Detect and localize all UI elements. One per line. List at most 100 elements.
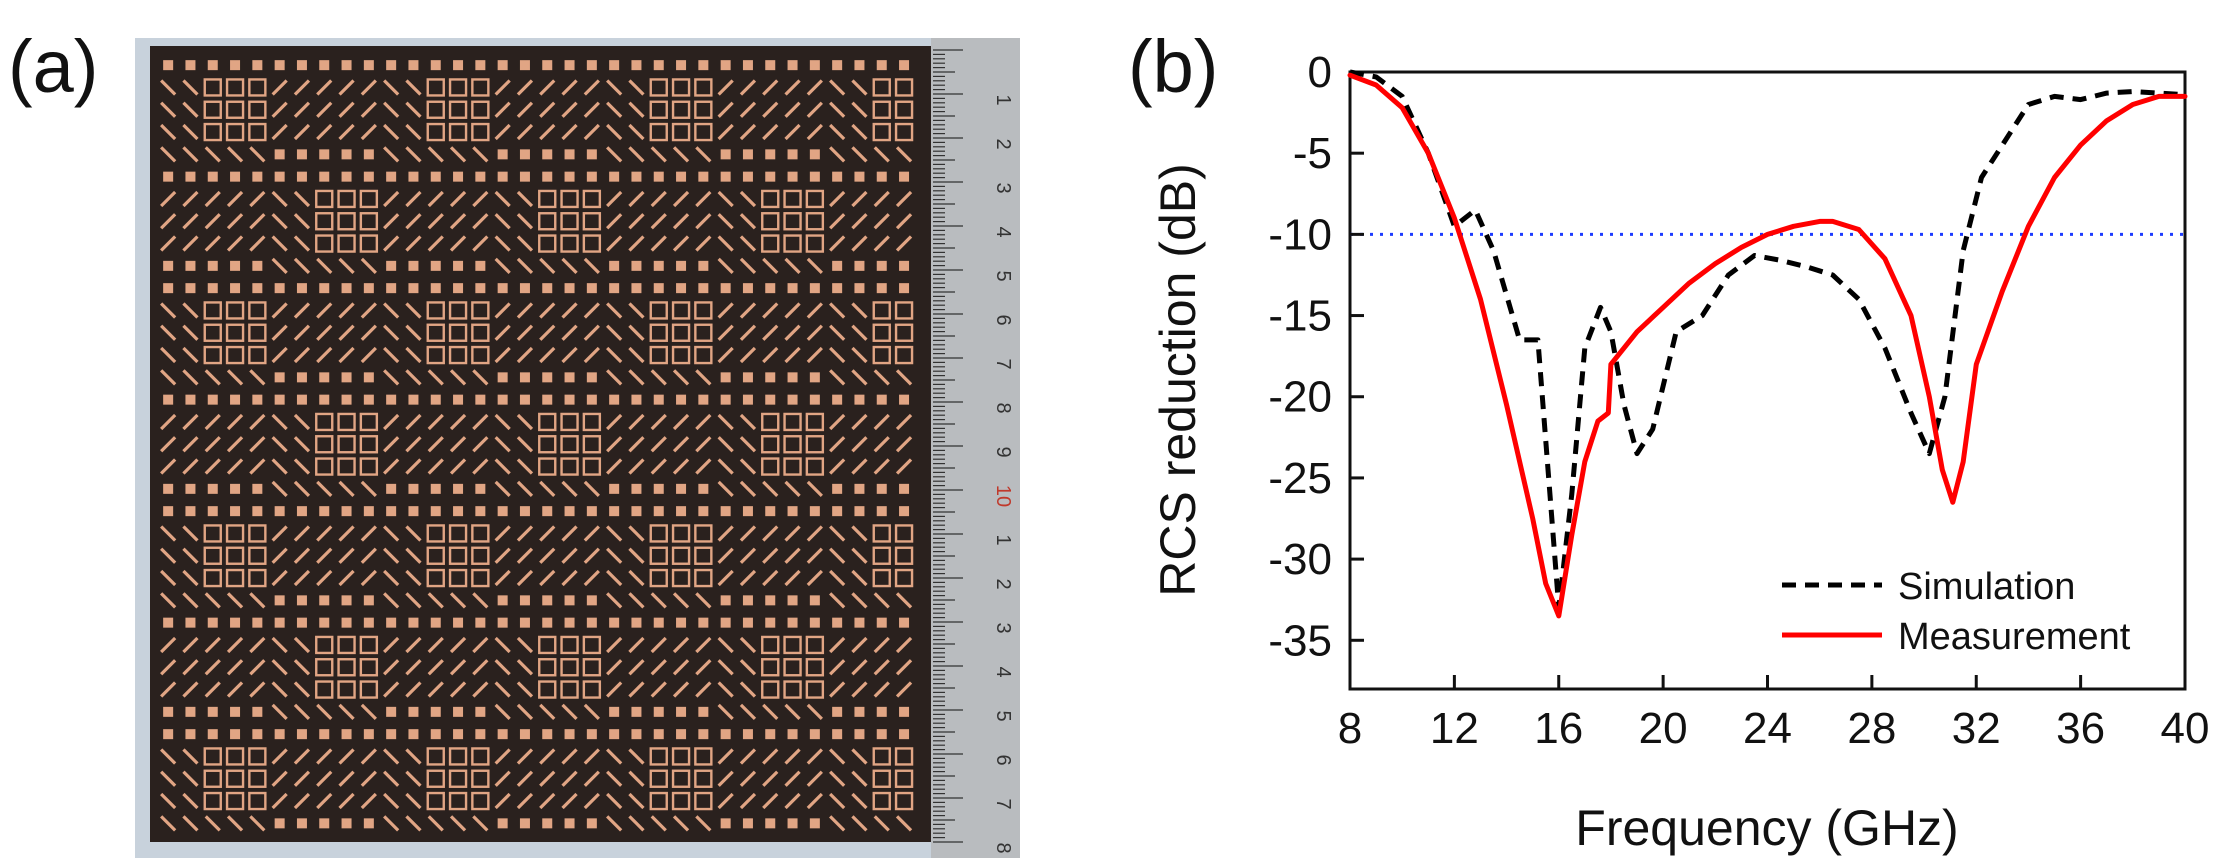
unit-cell-dipole (338, 346, 355, 364)
unit-cell-dipole (851, 101, 868, 118)
unit-cell-dipole (494, 302, 511, 319)
unit-cell-dipole (762, 792, 779, 810)
unit-cell-square (519, 60, 530, 71)
unit-cell-dipole (784, 792, 801, 810)
unit-cell-dipole (160, 659, 177, 676)
unit-cell-dipole (204, 436, 221, 453)
unit-cell-dipole (606, 79, 623, 96)
unit-cell-square (363, 149, 374, 160)
unit-cell-dipole (293, 213, 311, 230)
unit-cell-dipole (695, 369, 712, 386)
unit-cell-dipole (271, 436, 288, 453)
unit-cell-dipole (405, 436, 422, 453)
unit-cell-square (319, 372, 330, 383)
unit-cell-dipole (695, 235, 712, 252)
unit-cell-square (787, 283, 798, 294)
unit-cell-dipole (628, 235, 645, 252)
unit-cell-dipole (271, 257, 288, 274)
unit-cell-square (408, 617, 419, 628)
unit-cell-dipole (316, 79, 333, 96)
unit-cell-dipole (405, 79, 422, 96)
unit-cell-dipole (226, 213, 244, 230)
unit-cell-square (542, 595, 553, 606)
unit-cell-square (631, 260, 642, 271)
unit-cell-square (296, 283, 307, 294)
unit-cell-square (408, 394, 419, 405)
unit-cell-square (832, 706, 843, 717)
unit-cell-dipole (606, 547, 623, 564)
unit-cell-dipole (851, 569, 868, 587)
unit-cell-square (832, 729, 843, 740)
unit-cell-dipole (494, 413, 511, 431)
unit-cell-dipole (516, 458, 534, 475)
unit-cell-square (564, 171, 575, 182)
unit-cell-ring (805, 680, 825, 699)
unit-cell-square (207, 60, 218, 71)
unit-cell-dipole (516, 413, 534, 431)
unit-cell-square (586, 729, 597, 740)
unit-cell-dipole (784, 547, 801, 564)
unit-cell-dipole (672, 458, 690, 475)
unit-cell-dipole (383, 302, 400, 319)
unit-cell-dipole (829, 681, 846, 698)
unit-cell-dipole (293, 235, 311, 252)
unit-cell-ring (649, 524, 668, 543)
unit-cell-dipole (383, 369, 400, 386)
unit-cell-ring (872, 791, 891, 811)
unit-cell-dipole (383, 770, 400, 787)
unit-cell-square (765, 60, 776, 71)
unit-cell-square (296, 818, 307, 829)
unit-cell-square (475, 729, 486, 740)
unit-cell-dipole (695, 458, 712, 475)
unit-cell-square (653, 729, 664, 740)
unit-cell-square (787, 149, 798, 160)
unit-cell-dipole (383, 792, 400, 810)
unit-cell-square (296, 171, 307, 182)
unit-cell-square (430, 506, 441, 517)
unit-cell-dipole (427, 213, 444, 230)
unit-cell-square (274, 149, 285, 160)
unit-cell-dipole (739, 413, 757, 431)
unit-cell-square (319, 283, 330, 294)
unit-cell-ring (671, 345, 691, 365)
unit-cell-square (876, 483, 887, 494)
unit-cell-ring (337, 635, 356, 655)
unit-cell-dipole (606, 302, 623, 319)
unit-cell-dipole (829, 792, 846, 810)
unit-cell-dipole (851, 815, 868, 832)
unit-cell-square (386, 60, 397, 71)
unit-cell-ring (337, 680, 356, 699)
unit-cell-dipole (293, 436, 311, 453)
unit-cell-square (296, 372, 307, 383)
unit-cell-dipole (271, 792, 288, 810)
unit-cell-dipole (472, 213, 489, 230)
unit-cell-square (899, 394, 910, 405)
unit-cell-square (430, 283, 441, 294)
unit-cell-square (386, 506, 397, 517)
unit-cell-square (676, 394, 687, 405)
unit-cell-dipole (851, 413, 868, 431)
unit-cell-dipole (539, 346, 556, 364)
unit-cell-dipole (249, 235, 266, 252)
unit-cell-square (408, 483, 419, 494)
unit-cell-dipole (449, 592, 467, 609)
unit-cell-dipole (449, 413, 467, 431)
unit-cell-dipole (160, 346, 177, 364)
unit-cell-dipole (160, 525, 177, 542)
unit-cell-square (430, 260, 441, 271)
unit-cell-dipole (383, 592, 400, 609)
unit-cell-dipole (672, 659, 690, 676)
unit-cell-dipole (449, 458, 467, 475)
unit-cell-ring (471, 747, 490, 766)
unit-cell-dipole (226, 681, 244, 698)
unit-cell-dipole (182, 636, 199, 654)
x-tick-label: 24 (1743, 704, 1792, 753)
ruler-number: 4 (992, 666, 1014, 677)
unit-cell-dipole (762, 748, 779, 765)
unit-cell-square (341, 617, 352, 628)
unit-cell-dipole (316, 302, 333, 319)
unit-cell-dipole (160, 748, 177, 765)
unit-cell-dipole (561, 346, 578, 364)
unit-cell-ring (560, 212, 579, 231)
unit-cell-dipole (628, 302, 645, 319)
